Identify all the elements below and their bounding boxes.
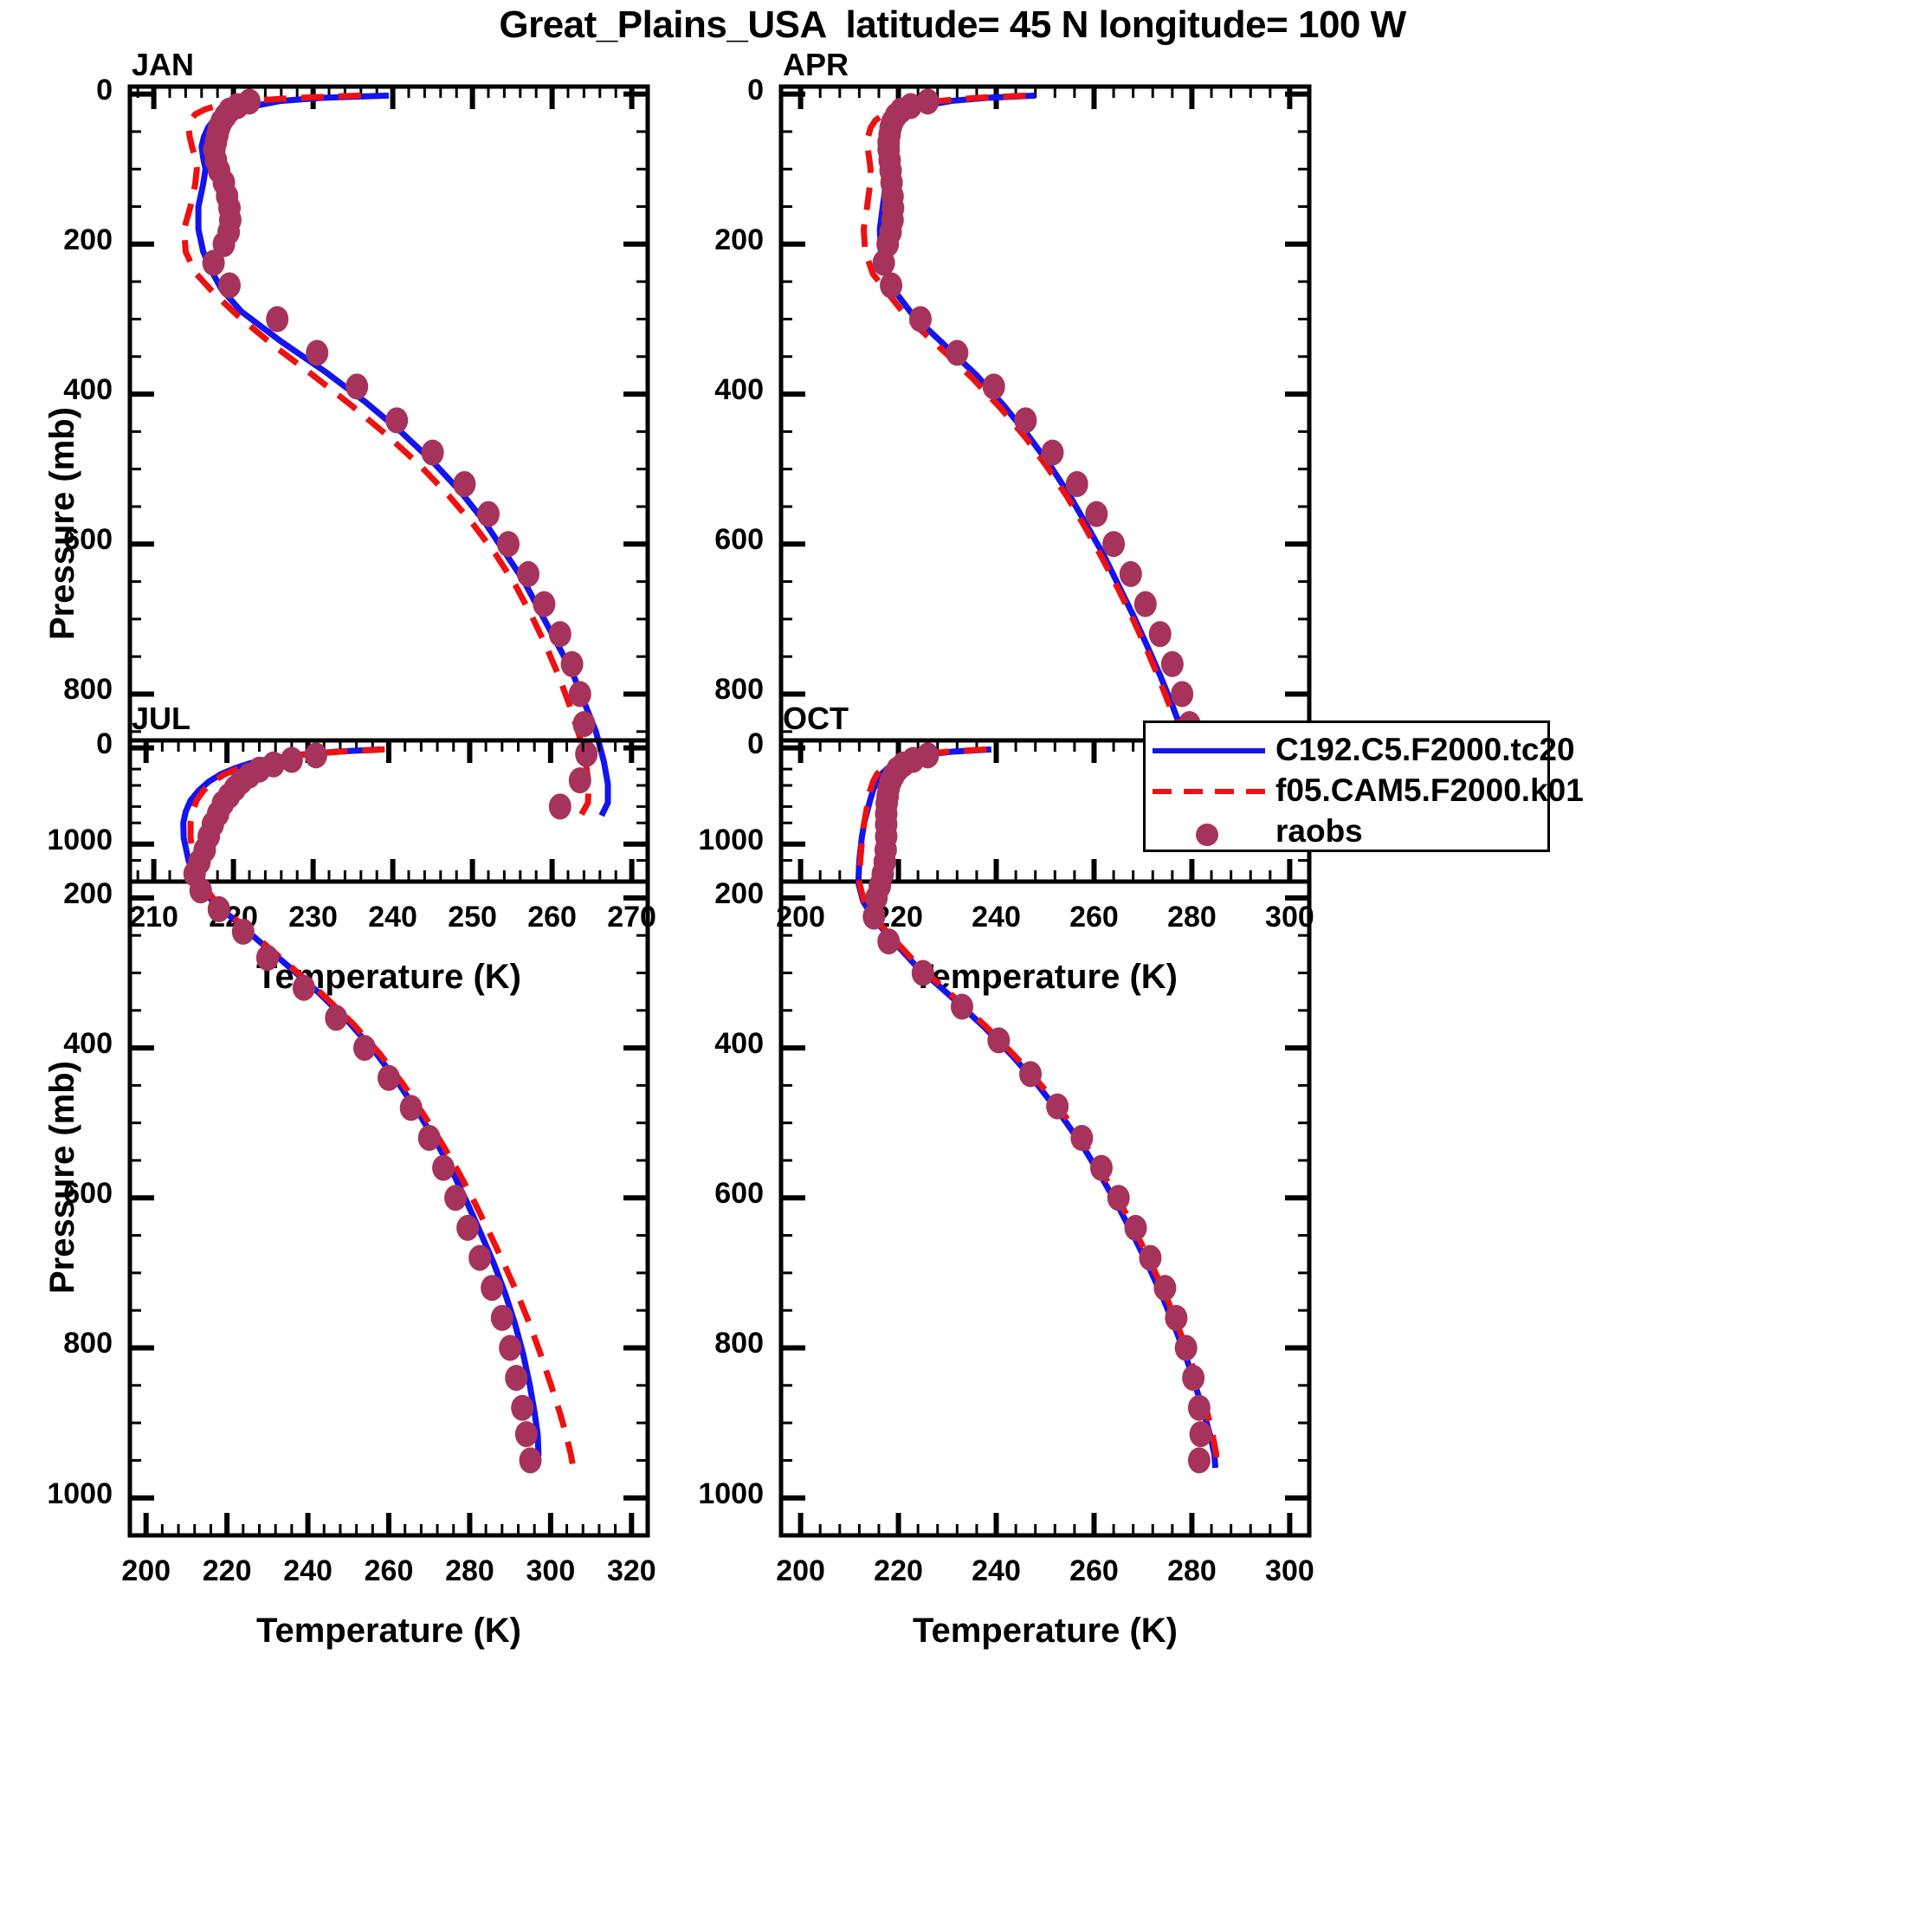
data-marker [1139, 1244, 1162, 1271]
ytick-label-jan-2: 400 [63, 373, 113, 407]
legend-entry-1: f05.CAM5.F2000.k01 [1146, 769, 1584, 812]
data-marker [871, 861, 894, 888]
legend-box: C192.C5.F2000.tc20 f05.CAM5.F2000.k01 raob… [1143, 720, 1584, 853]
xaxis-title-jul: Temperature (K) [256, 1612, 521, 1650]
data-marker [875, 790, 898, 817]
ytick-label-jul-5: 1000 [47, 1476, 113, 1510]
data-marker [874, 837, 897, 863]
legend-entry-2: raobs [1146, 810, 1547, 853]
data-marker [875, 823, 898, 850]
data-marker [877, 928, 901, 955]
xtick-label-jul-0: 200 [121, 1554, 171, 1587]
data-marker [1089, 1154, 1113, 1181]
ytick-label-apr-3: 600 [714, 523, 764, 557]
ytick-label-oct-3: 600 [714, 1177, 764, 1211]
xaxis-title-oct: Temperature (K) [913, 1612, 1178, 1650]
ytick-label-oct-5: 1000 [698, 1476, 764, 1510]
data-marker [869, 873, 892, 900]
data-marker [886, 756, 909, 783]
xtick-label-jul-4: 280 [445, 1554, 494, 1587]
xtick-label-jul-2: 240 [283, 1554, 333, 1587]
data-marker [901, 746, 925, 773]
data-marker [881, 762, 905, 789]
data-marker [911, 960, 934, 986]
ytick-label-jan-5: 1000 [47, 823, 113, 856]
axis-frame-oct [778, 738, 1312, 1538]
data-marker [876, 783, 900, 810]
panel-label-apr: APR [783, 47, 849, 82]
ytick-label-oct-4: 800 [714, 1327, 764, 1360]
ytick-label-jan-3: 600 [63, 523, 113, 557]
series-line-oct-1 [856, 746, 1220, 1469]
xtick-label-jul-6: 320 [606, 1554, 656, 1587]
xtick-label-oct-3: 260 [1069, 1554, 1119, 1587]
data-marker [1046, 1093, 1069, 1120]
data-marker [1019, 1061, 1043, 1088]
xtick-label-jul-5: 300 [526, 1554, 576, 1587]
ytick-label-oct-2: 400 [714, 1027, 764, 1061]
data-marker [1107, 1185, 1130, 1212]
panel-label-oct: OCT [783, 701, 849, 736]
data-marker [1182, 1365, 1205, 1392]
data-marker [916, 742, 940, 769]
xtick-label-oct-0: 200 [776, 1554, 825, 1587]
data-marker [1165, 1304, 1188, 1331]
ytick-label-jul-3: 600 [63, 1177, 113, 1211]
ytick-label-oct-1: 200 [714, 876, 764, 910]
ytick-label-jul-4: 800 [63, 1327, 113, 1360]
legend-label-1: f05.CAM5.F2000.k01 [1275, 772, 1584, 808]
ytick-label-apr-0: 0 [747, 73, 764, 107]
panel-label-jul: JUL [132, 701, 191, 736]
xtick-label-jul-1: 220 [202, 1554, 252, 1587]
ytick-label-apr-2: 400 [714, 373, 764, 407]
data-marker [892, 751, 915, 778]
data-marker [1174, 1334, 1198, 1361]
ytick-label-jan-0: 0 [96, 73, 113, 107]
data-marker [950, 993, 973, 1020]
ytick-label-oct-0: 0 [747, 727, 764, 760]
data-marker [1070, 1125, 1094, 1151]
legend-swatch-dashed [1153, 789, 1265, 794]
data-marker [865, 884, 888, 911]
data-marker [877, 775, 901, 802]
xtick-label-oct-1: 220 [874, 1554, 923, 1587]
data-marker [879, 768, 902, 795]
legend-swatch-solid [1153, 748, 1265, 753]
ytick-label-apr-4: 800 [714, 673, 764, 707]
data-marker [873, 849, 896, 876]
data-marker [1187, 1447, 1211, 1474]
xtick-label-oct-4: 280 [1167, 1554, 1217, 1587]
ytick-label-jul-2: 400 [63, 1027, 113, 1061]
panel-label-jan: JAN [132, 47, 195, 82]
data-marker [875, 800, 898, 827]
data-marker [1187, 1394, 1211, 1421]
data-marker [1124, 1214, 1147, 1241]
ytick-label-jan-1: 200 [63, 223, 113, 256]
legend-label-0: C192.C5.F2000.tc20 [1275, 732, 1575, 767]
ytick-label-jan-4: 800 [63, 673, 113, 707]
xtick-label-oct-2: 240 [972, 1554, 1021, 1587]
legend-entry-0: C192.C5.F2000.tc20 [1146, 728, 1575, 772]
data-marker [862, 903, 886, 930]
ytick-label-jul-1: 200 [63, 876, 113, 910]
ytick-label-apr-1: 200 [714, 223, 764, 256]
ytick-label-jul-0: 0 [96, 727, 113, 760]
legend-label-2: raobs [1275, 813, 1363, 849]
data-marker [1189, 1421, 1212, 1448]
ytick-label-apr-5: 1000 [698, 823, 764, 856]
xtick-label-jul-3: 260 [364, 1554, 414, 1587]
xtick-label-oct-5: 300 [1265, 1554, 1314, 1587]
data-marker [1153, 1275, 1177, 1302]
figure-title: Great_Plains_USA latitude= 45 N longitud… [499, 3, 1406, 46]
legend-swatch-marker [1196, 824, 1218, 846]
series-line-oct-0 [855, 746, 1219, 1469]
data-marker [987, 1027, 1011, 1054]
data-marker [875, 811, 898, 837]
